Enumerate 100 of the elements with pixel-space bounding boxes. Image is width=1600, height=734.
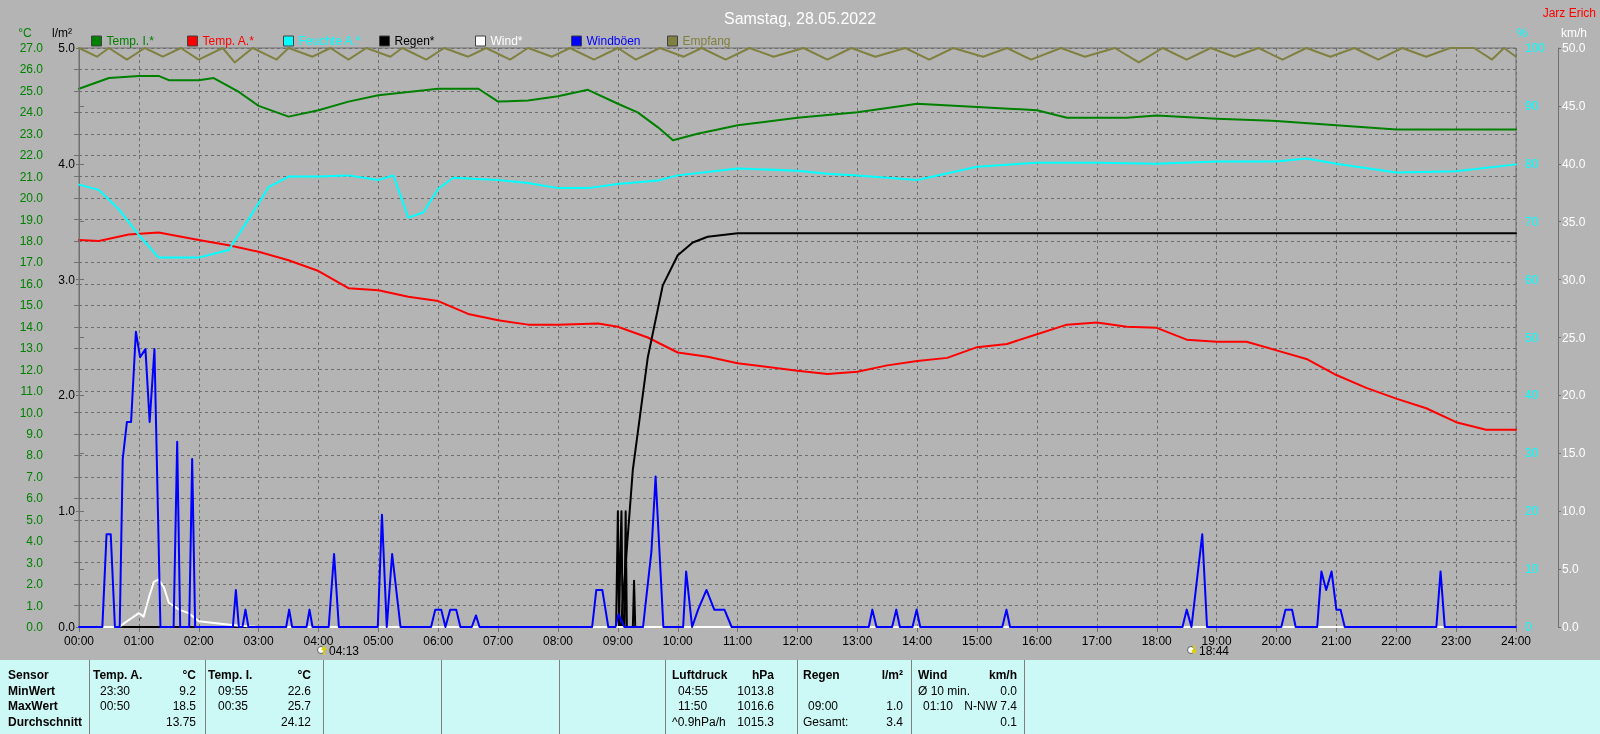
x-tick-label: 11:00: [723, 634, 753, 648]
y-tick-label: 90: [1525, 98, 1539, 113]
text: Temp. I.: [208, 668, 253, 682]
legend-label: Regen*: [394, 34, 435, 48]
text: 0.1: [1000, 715, 1017, 730]
x-tick-label: 07:00: [483, 634, 514, 648]
x-tick-label: 21:00: [1321, 634, 1352, 648]
text: 04:55: [678, 683, 709, 698]
text: ^0.9hPa/h: [672, 715, 726, 730]
x-tick-label: 01:00: [123, 634, 155, 648]
text: 00:35: [218, 699, 249, 714]
y-tick-label: 20: [1525, 504, 1539, 519]
x-tick-label: 20:00: [1261, 634, 1292, 648]
y-tick-label: 4.0: [26, 534, 44, 549]
y-tick-label: 16.0: [19, 276, 44, 291]
y2-tick-label: 0.0: [58, 620, 76, 634]
y-tick-label: 21.0: [19, 169, 44, 184]
y-axis-title: %: [1516, 26, 1528, 40]
text: 9.2: [179, 683, 196, 698]
x-tick-label: 08:00: [542, 634, 574, 648]
text: km/h: [988, 668, 1017, 682]
y2-tick-label: 2.0: [58, 388, 76, 403]
text: 3.4: [886, 715, 903, 730]
text: 01:10: [923, 699, 954, 714]
legend-label: Feuchte A.*: [298, 34, 361, 48]
legend-label: Temp. I.*: [106, 34, 155, 48]
text: Ø 10 min.: [918, 683, 971, 698]
y-tick-label: 22.0: [19, 148, 44, 163]
text: 11:50: [678, 699, 708, 714]
x-tick-label: 24:00: [1500, 634, 1532, 648]
y-tick-label: 10.0: [19, 405, 44, 420]
y-tick-label: 20.0: [19, 191, 44, 206]
x-tick-label: 06:00: [423, 634, 454, 648]
text: N-NW 7.4: [964, 699, 1017, 714]
x-tick-label: 00:00: [63, 634, 95, 648]
y-tick-label: 30: [1525, 446, 1539, 461]
text: 1013.8: [737, 683, 774, 698]
text: MaxWert: [8, 699, 58, 714]
text: 22.6: [287, 683, 311, 698]
x-tick-label: 22:00: [1381, 634, 1412, 648]
text: 23:30: [100, 683, 131, 698]
x-tick-label: 17:00: [1081, 634, 1113, 648]
y-tick-label: 0: [1525, 620, 1532, 634]
x-tick-label: 10:00: [662, 634, 694, 648]
y-tick-label: 70: [1525, 214, 1539, 229]
y-tick-label: 6.0: [26, 491, 44, 506]
x-tick-label: 15:00: [962, 634, 993, 648]
y-tick-label: 3.0: [26, 555, 44, 570]
y-tick-label: 8.0: [26, 448, 44, 463]
y2-axis-title: l/m²: [52, 26, 72, 40]
y2-tick-label: 40.0: [1562, 156, 1586, 171]
legend-label: Windböen: [586, 34, 641, 48]
text: Sensor: [8, 668, 49, 682]
x-tick-label: 09:00: [602, 634, 634, 648]
legend-label: Temp. A.*: [202, 34, 255, 48]
y2-tick-label: 30.0: [1562, 272, 1586, 287]
y-tick-label: 27.0: [19, 41, 44, 55]
y-tick-label: 80: [1525, 156, 1539, 171]
y-tick-label: 26.0: [19, 62, 44, 77]
y2-axis-title: km/h: [1560, 26, 1588, 40]
text: Gesamt:: [803, 715, 849, 730]
text: l/m²: [881, 668, 903, 682]
text: Luftdruck: [672, 668, 728, 682]
y-tick-label: 1.0: [26, 598, 44, 613]
y2-tick-label: 0.0: [1562, 620, 1580, 634]
y-tick-label: 11.0: [20, 384, 44, 399]
y-tick-label: 9.0: [26, 427, 44, 441]
y-tick-label: 10: [1525, 562, 1539, 577]
y-tick-label: 5.0: [26, 512, 44, 527]
x-tick-label: 12:00: [782, 634, 813, 648]
y2-tick-label: 4.0: [58, 156, 76, 171]
y2-tick-label: 15.0: [1562, 446, 1586, 461]
x-tick-label: 23:00: [1441, 634, 1472, 648]
y-tick-label: 12.0: [19, 362, 44, 377]
y-tick-label: 24.0: [19, 105, 44, 120]
legend-label: Wind*: [490, 34, 523, 48]
x-tick-label: 14:00: [902, 634, 933, 648]
y-tick-label: 25.0: [19, 83, 44, 98]
y2-tick-label: 50.0: [1562, 41, 1586, 55]
y2-tick-label: 45.0: [1562, 98, 1586, 113]
y-tick-label: 7.0: [26, 469, 44, 484]
x-tick-label: 02:00: [183, 634, 215, 648]
text: 09:00: [808, 699, 839, 714]
y-tick-label: 40: [1525, 388, 1539, 403]
y2-tick-label: 25.0: [1562, 330, 1586, 345]
text: 25.7: [287, 699, 311, 714]
x-tick-label: 13:00: [842, 634, 873, 648]
legend-label: Empfang: [682, 34, 731, 48]
y-tick-label: 13.0: [19, 341, 44, 356]
chart-title: Samstag, 28.05.2022: [723, 9, 877, 27]
text: 1016.6: [737, 699, 774, 714]
x-tick-label: 18:00: [1141, 634, 1173, 648]
text: MinWert: [8, 683, 56, 698]
text: Durchschnitt: [8, 715, 83, 730]
y-tick-label: 19.0: [19, 212, 44, 227]
y-tick-label: 60: [1525, 272, 1539, 287]
y2-tick-label: 20.0: [1562, 388, 1586, 403]
y2-tick-label: 10.0: [1562, 504, 1586, 519]
text: hPa: [751, 668, 774, 682]
y-tick-label: 17.0: [19, 255, 44, 270]
